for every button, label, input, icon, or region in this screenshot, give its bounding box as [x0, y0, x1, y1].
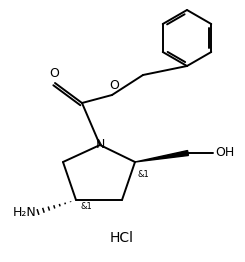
- Text: &1: &1: [137, 170, 149, 179]
- Text: O: O: [109, 79, 119, 92]
- Text: H₂N: H₂N: [12, 205, 36, 219]
- Text: OH: OH: [215, 146, 234, 160]
- Polygon shape: [135, 151, 188, 162]
- Text: N: N: [95, 138, 105, 150]
- Text: O: O: [49, 67, 59, 80]
- Text: &1: &1: [80, 202, 92, 211]
- Text: HCl: HCl: [110, 231, 134, 245]
